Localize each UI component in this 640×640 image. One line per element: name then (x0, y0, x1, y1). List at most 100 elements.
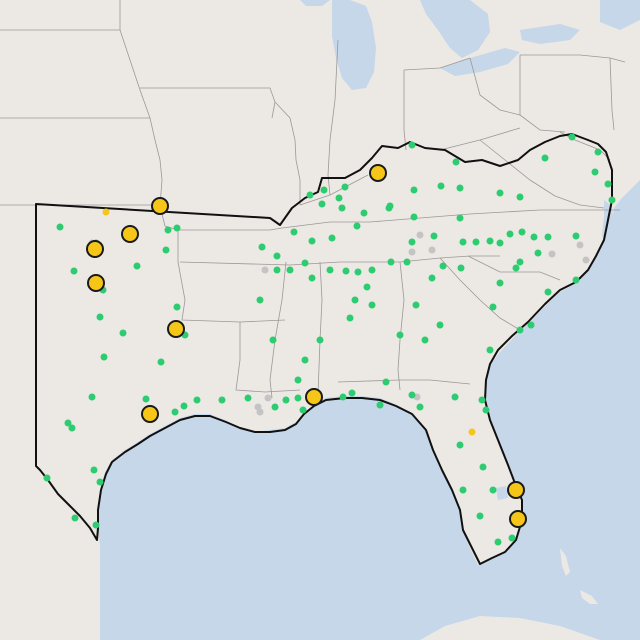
green-marker[interactable] (64, 419, 72, 427)
green-marker[interactable] (308, 237, 316, 245)
green-marker[interactable] (162, 246, 170, 254)
large-yellow-marker[interactable] (305, 388, 323, 406)
green-marker[interactable] (452, 158, 460, 166)
green-marker[interactable] (273, 252, 281, 260)
green-marker[interactable] (456, 441, 464, 449)
green-marker[interactable] (408, 391, 416, 399)
green-marker[interactable] (56, 223, 64, 231)
green-marker[interactable] (363, 283, 371, 291)
green-marker[interactable] (476, 512, 484, 520)
gray-marker[interactable] (582, 256, 590, 264)
green-marker[interactable] (282, 396, 290, 404)
green-marker[interactable] (591, 168, 599, 176)
green-marker[interactable] (341, 183, 349, 191)
green-marker[interactable] (271, 403, 279, 411)
green-marker[interactable] (604, 180, 612, 188)
gray-marker[interactable] (576, 241, 584, 249)
green-marker[interactable] (456, 214, 464, 222)
green-marker[interactable] (456, 184, 464, 192)
green-marker[interactable] (335, 194, 343, 202)
green-marker[interactable] (516, 193, 524, 201)
green-marker[interactable] (396, 331, 404, 339)
large-yellow-marker[interactable] (121, 225, 139, 243)
green-marker[interactable] (338, 204, 346, 212)
green-marker[interactable] (316, 336, 324, 344)
green-marker[interactable] (408, 238, 416, 246)
green-marker[interactable] (308, 274, 316, 282)
green-marker[interactable] (339, 393, 347, 401)
gray-marker[interactable] (261, 266, 269, 274)
green-marker[interactable] (494, 538, 502, 546)
green-marker[interactable] (173, 303, 181, 311)
green-marker[interactable] (387, 258, 395, 266)
green-marker[interactable] (516, 326, 524, 334)
green-marker[interactable] (594, 148, 602, 156)
yellow-marker[interactable] (102, 208, 110, 216)
green-marker[interactable] (457, 264, 465, 272)
green-marker[interactable] (157, 358, 165, 366)
green-marker[interactable] (376, 401, 384, 409)
green-marker[interactable] (459, 486, 467, 494)
green-marker[interactable] (459, 238, 467, 246)
gray-marker[interactable] (408, 248, 416, 256)
green-marker[interactable] (290, 228, 298, 236)
green-marker[interactable] (164, 226, 172, 234)
green-marker[interactable] (354, 268, 362, 276)
large-yellow-marker[interactable] (151, 197, 169, 215)
green-marker[interactable] (496, 239, 504, 247)
green-marker[interactable] (286, 266, 294, 274)
green-marker[interactable] (478, 396, 486, 404)
green-marker[interactable] (472, 238, 480, 246)
large-yellow-marker[interactable] (369, 164, 387, 182)
green-marker[interactable] (100, 353, 108, 361)
green-marker[interactable] (353, 222, 361, 230)
green-marker[interactable] (572, 232, 580, 240)
green-marker[interactable] (439, 262, 447, 270)
green-marker[interactable] (218, 396, 226, 404)
green-marker[interactable] (269, 336, 277, 344)
large-yellow-marker[interactable] (86, 240, 104, 258)
green-marker[interactable] (479, 463, 487, 471)
green-marker[interactable] (348, 389, 356, 397)
green-marker[interactable] (171, 408, 179, 416)
green-marker[interactable] (368, 266, 376, 274)
green-marker[interactable] (410, 213, 418, 221)
green-marker[interactable] (437, 182, 445, 190)
green-marker[interactable] (273, 266, 281, 274)
gray-marker[interactable] (264, 394, 272, 402)
green-marker[interactable] (119, 329, 127, 337)
green-marker[interactable] (403, 258, 411, 266)
green-marker[interactable] (451, 393, 459, 401)
green-marker[interactable] (410, 186, 418, 194)
green-marker[interactable] (133, 262, 141, 270)
green-marker[interactable] (193, 396, 201, 404)
green-marker[interactable] (516, 258, 524, 266)
green-marker[interactable] (96, 478, 104, 486)
green-marker[interactable] (326, 266, 334, 274)
green-marker[interactable] (486, 237, 494, 245)
large-yellow-marker[interactable] (141, 405, 159, 423)
green-marker[interactable] (572, 276, 580, 284)
green-marker[interactable] (544, 288, 552, 296)
large-yellow-marker[interactable] (87, 274, 105, 292)
green-marker[interactable] (530, 233, 538, 241)
green-marker[interactable] (92, 521, 100, 529)
green-marker[interactable] (568, 133, 576, 141)
green-marker[interactable] (428, 274, 436, 282)
green-marker[interactable] (258, 243, 266, 251)
green-marker[interactable] (408, 141, 416, 149)
green-marker[interactable] (421, 336, 429, 344)
green-marker[interactable] (306, 191, 314, 199)
green-marker[interactable] (256, 296, 264, 304)
green-marker[interactable] (90, 466, 98, 474)
green-marker[interactable] (541, 154, 549, 162)
green-marker[interactable] (416, 403, 424, 411)
green-marker[interactable] (43, 474, 51, 482)
green-marker[interactable] (173, 224, 181, 232)
green-marker[interactable] (527, 321, 535, 329)
green-marker[interactable] (608, 196, 616, 204)
green-marker[interactable] (512, 264, 520, 272)
gray-marker[interactable] (416, 231, 424, 239)
green-marker[interactable] (328, 234, 336, 242)
